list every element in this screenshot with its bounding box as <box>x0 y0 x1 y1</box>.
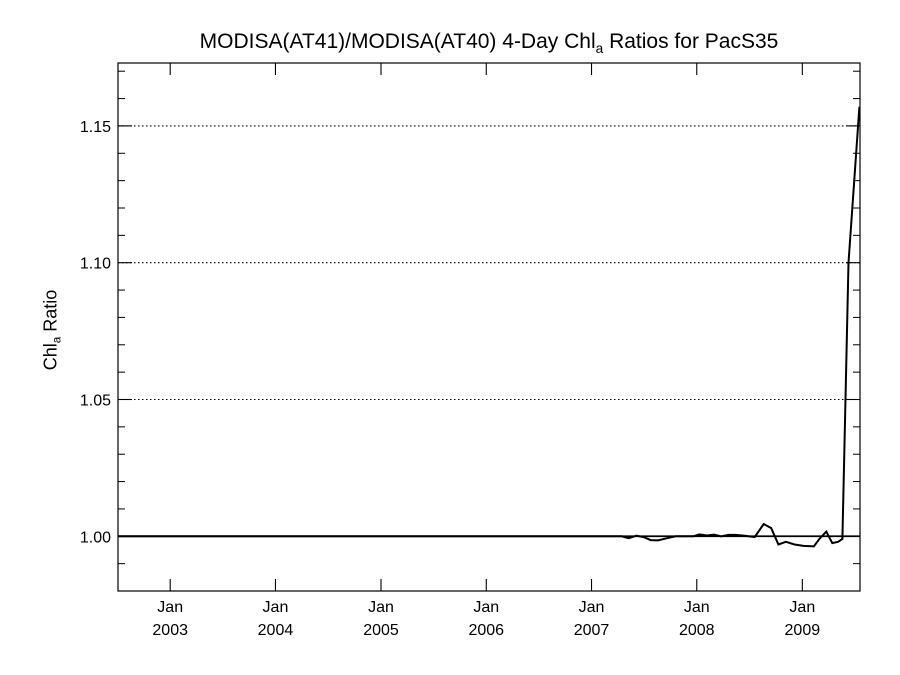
x-tick-label-month: Jan <box>684 599 710 616</box>
x-tick-label-month: Jan <box>789 599 815 616</box>
x-tick-label-month: Jan <box>263 599 289 616</box>
y-tick-label: 1.10 <box>80 256 111 273</box>
y-tick-label: 1.00 <box>80 529 111 546</box>
x-axis: Jan 2003 Jan 2004 Jan 2005 Jan 2006 Jan 2007 Jan 20… <box>152 63 820 639</box>
grid-lines <box>118 125 860 401</box>
y-tick-label: 1.05 <box>80 392 111 409</box>
x-tick-label-year: 2005 <box>363 622 399 639</box>
x-tick-label-year: 2004 <box>258 622 294 639</box>
chart-title: MODISA(AT41)/MODISA(AT40) 4-Day Chla Rat… <box>199 30 779 56</box>
x-tick-label-year: 2009 <box>785 622 821 639</box>
y-axis: 1.00 1.05 1.10 1.15 <box>80 70 860 592</box>
x-tick-label-year: 2003 <box>152 622 188 639</box>
y-tick-label: 1.15 <box>80 119 111 136</box>
x-tick-label-month: Jan <box>368 599 394 616</box>
x-tick-label-year: 2007 <box>574 622 610 639</box>
plot-frame <box>117 62 861 592</box>
x-tick-label-month: Jan <box>579 599 605 616</box>
x-tick-label-month: Jan <box>157 599 183 616</box>
series-group <box>118 106 861 548</box>
x-tick-label-month: Jan <box>473 599 499 616</box>
x-tick-label-year: 2006 <box>468 622 504 639</box>
x-tick-label-year: 2008 <box>679 622 715 639</box>
series-line <box>118 106 861 548</box>
